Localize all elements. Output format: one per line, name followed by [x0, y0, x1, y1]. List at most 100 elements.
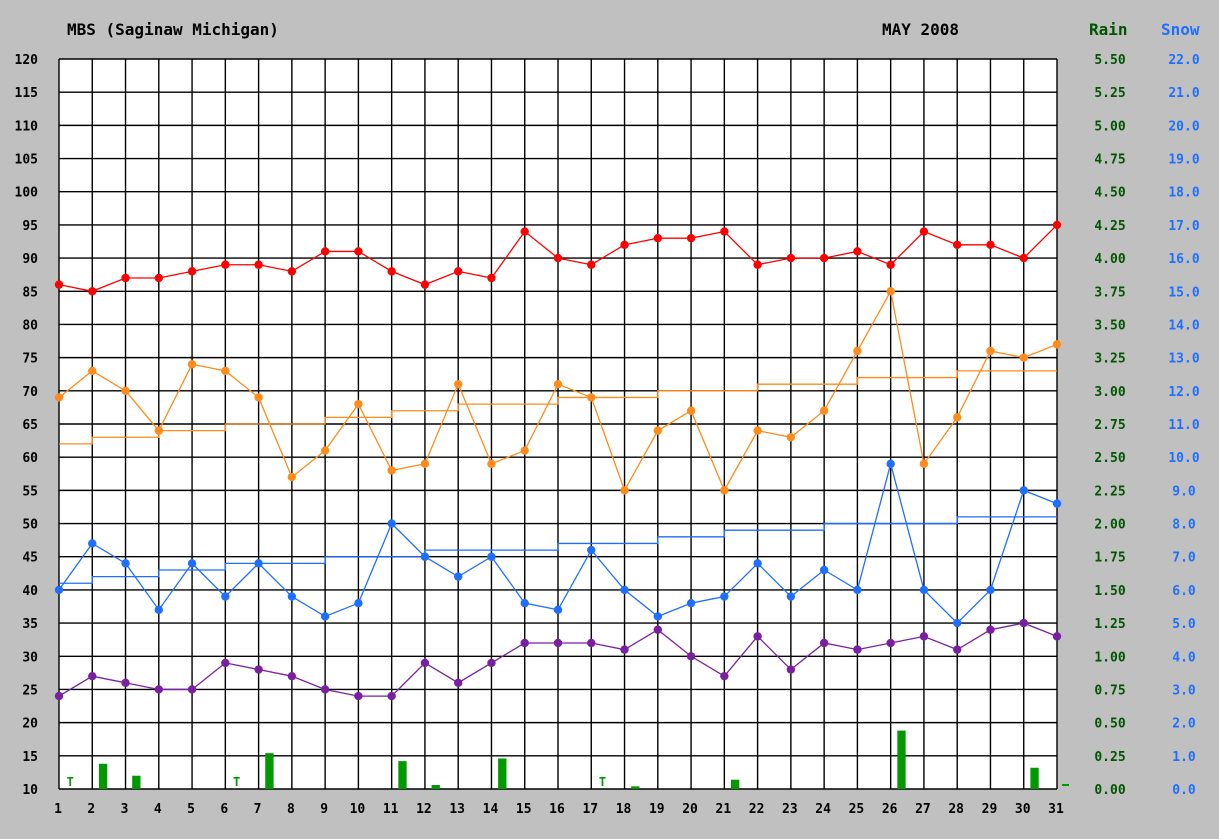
- series-point-high: [354, 399, 363, 409]
- series-point-record_high: [320, 247, 330, 256]
- series-point-record_high: [587, 260, 596, 269]
- rain-tick-label: 0.25: [1094, 750, 1125, 765]
- rain-trace-label: T: [233, 775, 240, 789]
- x-tick-label: 8: [287, 802, 295, 817]
- rain-trace-label: T: [67, 775, 74, 789]
- y-tick-label: 40: [22, 584, 38, 599]
- series-point-low: [1052, 499, 1062, 508]
- series-point-record_high: [1019, 253, 1028, 263]
- series-point-high: [221, 366, 230, 376]
- series-point-low: [320, 612, 330, 621]
- series-point-record_high: [387, 267, 396, 276]
- series-point-high: [420, 459, 430, 469]
- rain-bar: [498, 758, 507, 789]
- series-point-record_low: [287, 671, 297, 681]
- series-point-record_low: [819, 638, 829, 648]
- snow-tick-label: 7.0: [1172, 551, 1196, 566]
- series-point-high: [88, 366, 97, 376]
- x-tick-label: 22: [749, 802, 765, 817]
- x-tick-label: 25: [849, 802, 865, 817]
- x-tick-label: 30: [1015, 802, 1031, 817]
- series-point-low: [121, 559, 130, 568]
- series-point-low: [154, 605, 163, 615]
- snow-tick-label: 8.0: [1172, 518, 1196, 533]
- snow-tick-label: 21.0: [1168, 86, 1199, 101]
- rain-tick-label: 1.25: [1094, 617, 1125, 632]
- series-point-low: [520, 598, 529, 608]
- series-point-record_high: [154, 273, 163, 283]
- snow-tick-label: 2.0: [1172, 717, 1196, 732]
- y-tick-label: 55: [22, 484, 38, 499]
- y-tick-label: 100: [15, 186, 39, 201]
- series-point-high: [720, 486, 729, 495]
- series-point-record_low: [387, 691, 396, 701]
- rain-tick-label: 4.50: [1094, 186, 1125, 201]
- series-point-high: [520, 446, 529, 455]
- y-tick-label: 120: [15, 53, 39, 68]
- series-point-low: [54, 585, 64, 595]
- rain-bar: [431, 785, 440, 789]
- series-point-record_low: [686, 652, 696, 661]
- rain-tick-label: 4.00: [1094, 252, 1125, 267]
- rain-bar: [897, 730, 906, 789]
- x-tick-label: 15: [516, 802, 532, 817]
- series-point-high: [653, 426, 662, 435]
- series-point-record_high: [287, 267, 297, 276]
- x-tick-label: 3: [121, 802, 129, 817]
- series-point-high: [287, 472, 297, 482]
- rain-bar: [132, 775, 141, 789]
- series-point-record_high: [720, 227, 729, 236]
- series-point-record_high: [420, 280, 430, 289]
- y-tick-label: 10: [22, 783, 38, 798]
- series-point-record_high: [786, 253, 796, 263]
- series-point-record_high: [121, 273, 130, 283]
- snow-tick-label: 12.0: [1168, 385, 1199, 400]
- series-point-record_high: [753, 260, 762, 269]
- series-point-record_low: [653, 625, 662, 634]
- x-tick-label: 11: [383, 802, 399, 817]
- series-point-low: [853, 585, 862, 595]
- x-tick-label: 9: [320, 802, 328, 817]
- snow-tick-label: 14.0: [1168, 318, 1199, 333]
- series-point-record_high: [187, 267, 197, 276]
- series-point-low: [354, 598, 363, 608]
- rain-tick-label: 5.50: [1094, 53, 1125, 68]
- series-point-high: [553, 379, 563, 389]
- rain-tick-label: 1.50: [1094, 584, 1125, 599]
- series-point-record_low: [753, 632, 762, 641]
- series-point-record_high: [454, 267, 463, 276]
- series-point-record_low: [1052, 632, 1062, 641]
- series-point-record_low: [620, 645, 629, 654]
- series-point-record_low: [1019, 618, 1028, 628]
- y-tick-label: 110: [15, 119, 39, 134]
- series-point-low: [919, 585, 929, 595]
- series-point-record_low: [254, 665, 263, 674]
- snow-tick-label: 11.0: [1168, 418, 1199, 433]
- series-point-high: [953, 413, 962, 422]
- series-point-low: [88, 539, 97, 548]
- snow-tick-label: 4.0: [1172, 650, 1196, 665]
- rain-tick-label: 2.75: [1094, 418, 1125, 433]
- snow-tick-label: 17.0: [1168, 219, 1199, 234]
- series-point-record_low: [121, 678, 130, 688]
- rain-bar: [398, 761, 407, 789]
- rain-tick-label: 4.75: [1094, 153, 1125, 168]
- month-title: MAY 2008: [882, 20, 960, 39]
- x-tick-label: 26: [882, 802, 898, 817]
- snow-tick-label: 20.0: [1168, 119, 1199, 134]
- rain-tick-label: 2.25: [1094, 484, 1125, 499]
- series-point-record_low: [420, 658, 430, 668]
- series-point-low: [886, 459, 895, 469]
- series-point-low: [686, 598, 696, 608]
- rain-tick-label: 0.50: [1094, 717, 1125, 732]
- series-point-low: [1019, 486, 1028, 495]
- series-point-record_high: [819, 253, 829, 263]
- series-point-record_low: [454, 678, 463, 688]
- x-tick-label: 13: [449, 802, 465, 817]
- series-point-record_high: [354, 247, 363, 256]
- series-point-low: [819, 565, 829, 575]
- series-point-record_low: [786, 665, 796, 674]
- x-tick-label: 6: [220, 802, 228, 817]
- rain-bar: [1030, 767, 1039, 789]
- y-tick-label: 65: [22, 418, 38, 433]
